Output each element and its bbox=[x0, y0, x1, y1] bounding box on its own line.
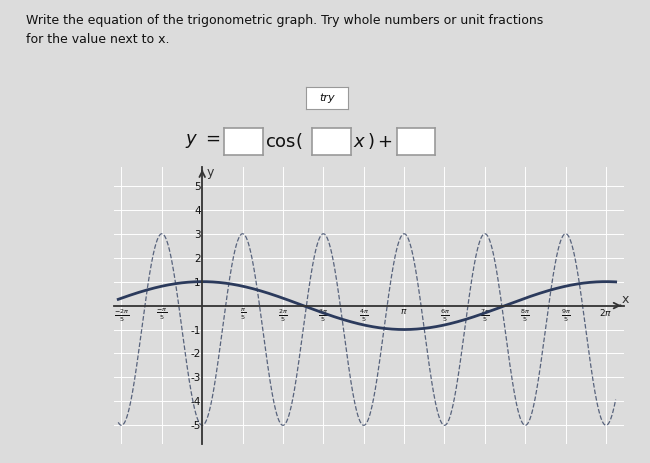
Text: try: try bbox=[318, 93, 335, 103]
Text: Write the equation of the trigonometric graph. Try whole numbers or unit fractio: Write the equation of the trigonometric … bbox=[26, 14, 543, 46]
Text: $y\ =$: $y\ =$ bbox=[185, 132, 221, 150]
Text: $\mathrm{cos}($: $\mathrm{cos}($ bbox=[265, 131, 303, 151]
Text: x: x bbox=[621, 293, 629, 306]
Text: $x\,)+$: $x\,)+$ bbox=[353, 131, 393, 151]
Text: y: y bbox=[206, 166, 214, 179]
